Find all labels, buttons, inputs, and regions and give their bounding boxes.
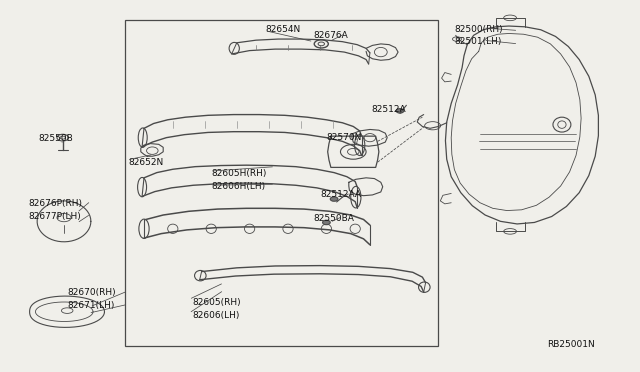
Text: 82512A: 82512A xyxy=(371,105,406,114)
Text: 82606(LH): 82606(LH) xyxy=(192,311,239,320)
Text: 82654N: 82654N xyxy=(266,25,301,34)
Text: 82605(RH): 82605(RH) xyxy=(192,298,241,307)
Text: 82670(RH): 82670(RH) xyxy=(67,288,116,297)
Ellipse shape xyxy=(330,197,338,201)
Text: 82501(LH): 82501(LH) xyxy=(454,37,502,46)
Bar xyxy=(125,20,438,346)
Text: RB25001N: RB25001N xyxy=(547,340,595,349)
Text: 82512AA: 82512AA xyxy=(320,190,361,199)
Ellipse shape xyxy=(396,109,404,113)
Text: 82671(LH): 82671(LH) xyxy=(67,301,115,310)
Text: 82676A: 82676A xyxy=(314,31,348,39)
Text: 82676P(RH): 82676P(RH) xyxy=(29,199,83,208)
Ellipse shape xyxy=(323,220,330,225)
Text: 82605H(RH): 82605H(RH) xyxy=(211,169,267,178)
Text: 82570N: 82570N xyxy=(326,133,362,142)
Text: 82550BA: 82550BA xyxy=(314,214,355,223)
Text: 82606H(LH): 82606H(LH) xyxy=(211,182,266,191)
Text: 82550B: 82550B xyxy=(38,134,73,143)
Text: 82500(RH): 82500(RH) xyxy=(454,25,503,34)
Text: 82677P(LH): 82677P(LH) xyxy=(29,212,81,221)
Text: 82652N: 82652N xyxy=(128,158,163,167)
